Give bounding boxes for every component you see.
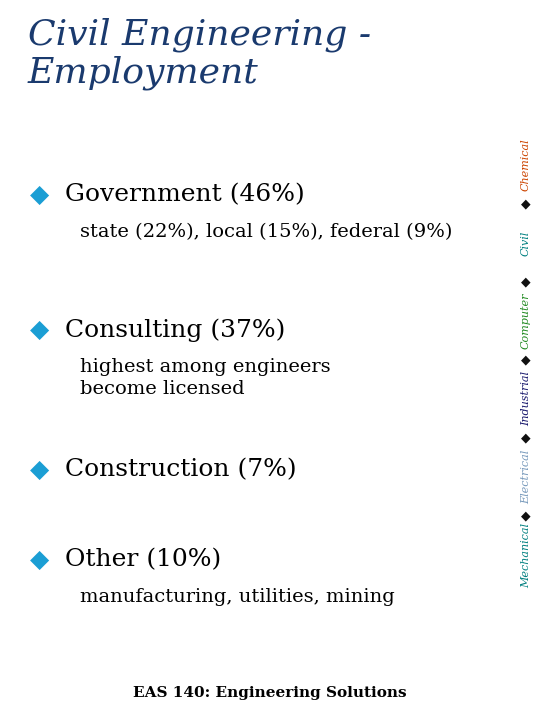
Text: ◆: ◆ [521, 276, 531, 289]
Text: Civil: Civil [521, 230, 531, 256]
Text: Construction (7%): Construction (7%) [65, 459, 296, 482]
Text: ◆: ◆ [521, 354, 531, 366]
Text: Other (10%): Other (10%) [65, 549, 221, 572]
Text: ◆: ◆ [30, 183, 49, 207]
Text: ◆: ◆ [521, 510, 531, 523]
Text: Electrical: Electrical [521, 450, 531, 504]
Text: state (22%), local (15%), federal (9%): state (22%), local (15%), federal (9%) [80, 223, 453, 241]
Text: highest among engineers: highest among engineers [80, 358, 330, 376]
Text: manufacturing, utilities, mining: manufacturing, utilities, mining [80, 588, 395, 606]
Text: ◆: ◆ [30, 548, 49, 572]
Text: Employment: Employment [28, 55, 259, 90]
Text: become licensed: become licensed [80, 380, 245, 398]
Text: Industrial: Industrial [521, 372, 531, 426]
Text: Computer: Computer [521, 293, 531, 349]
Text: ◆: ◆ [521, 197, 531, 210]
Text: Civil Engineering -: Civil Engineering - [28, 18, 371, 53]
Text: Mechanical: Mechanical [521, 523, 531, 588]
Text: Chemical: Chemical [521, 139, 531, 192]
Text: EAS 140: Engineering Solutions: EAS 140: Engineering Solutions [133, 686, 407, 700]
Text: Government (46%): Government (46%) [65, 184, 305, 207]
Text: ◆: ◆ [30, 318, 49, 342]
Text: ◆: ◆ [521, 431, 531, 444]
Text: ◆: ◆ [30, 458, 49, 482]
Text: Consulting (37%): Consulting (37%) [65, 318, 285, 342]
